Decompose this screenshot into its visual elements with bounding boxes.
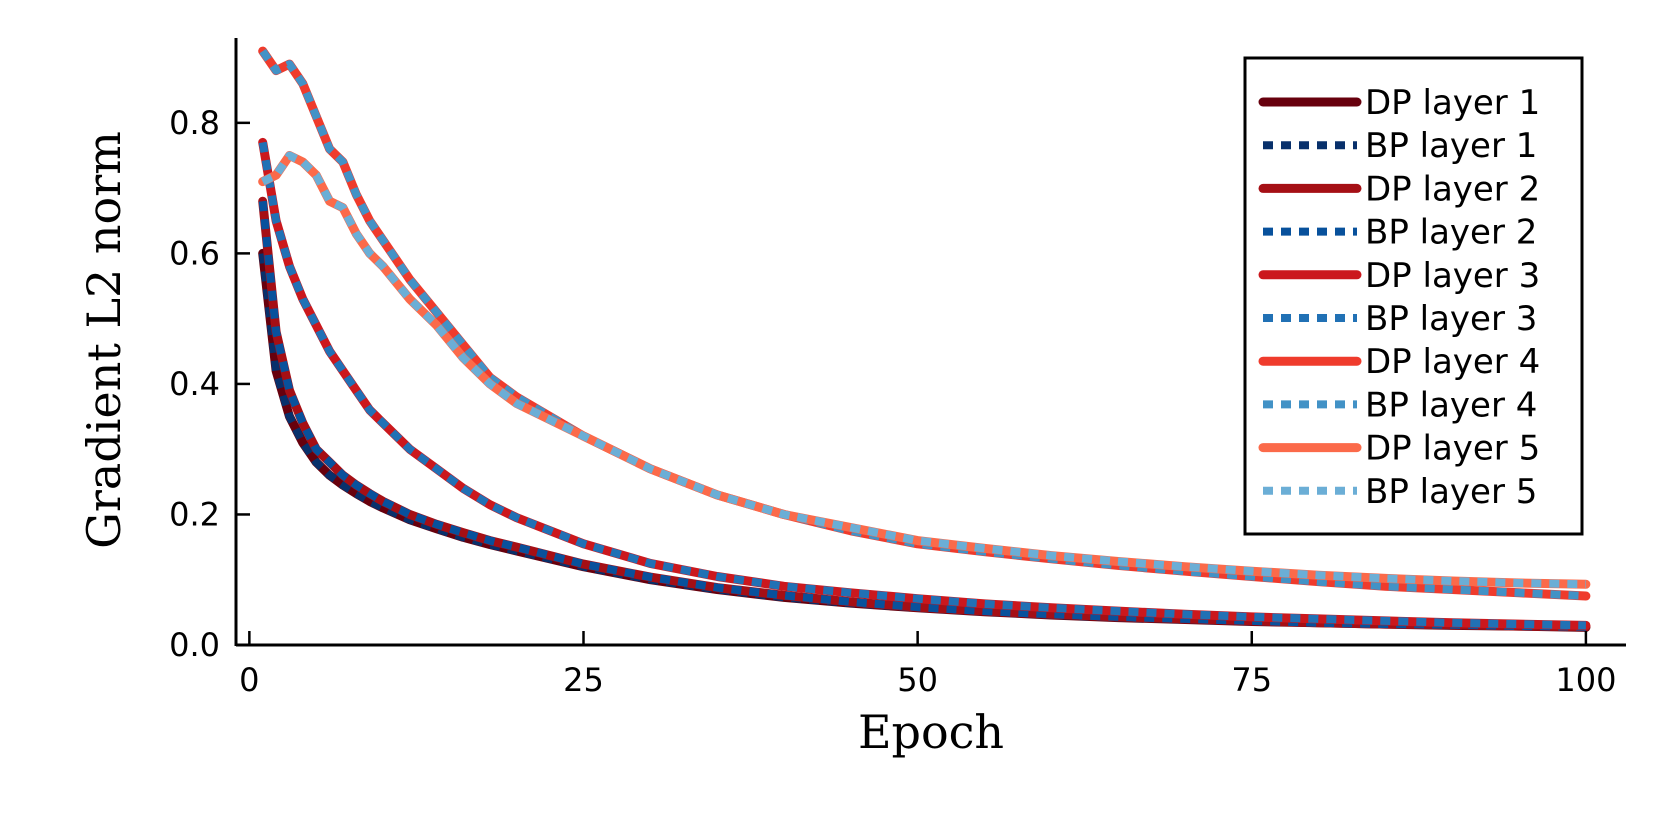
y-tick-label: 0.2	[169, 495, 220, 533]
legend-label: BP layer 3	[1365, 299, 1537, 339]
x-axis-title: Epoch	[858, 705, 1004, 759]
y-tick-label: 0.6	[169, 234, 220, 272]
legend-item-dp-layer-4: DP layer 4	[1258, 342, 1540, 382]
legend-item-bp-layer-4: BP layer 4	[1263, 385, 1537, 425]
x-tick-label: 75	[1231, 661, 1272, 699]
legend-label: DP layer 2	[1365, 169, 1540, 209]
legend-item-bp-layer-5: BP layer 5	[1263, 472, 1537, 512]
x-ticks: 0 25 50 75 100	[239, 631, 1616, 699]
series-line-bp-layer-2	[258, 200, 1586, 631]
legend-item-dp-layer-5: DP layer 5	[1258, 429, 1540, 469]
legend-box	[1243, 56, 1584, 536]
legend-item-bp-layer-1: BP layer 1	[1263, 126, 1537, 166]
legend: DP layer 1BP layer 1DP layer 2BP layer 2…	[1243, 56, 1584, 536]
legend-item-bp-layer-3: BP layer 3	[1263, 299, 1537, 339]
x-tick-label: 0	[239, 661, 259, 699]
y-tick-label: 0.8	[169, 104, 220, 142]
legend-label: DP layer 4	[1365, 342, 1540, 382]
x-tick-label: 25	[563, 661, 604, 699]
series-line-bp-layer-3	[258, 141, 1586, 630]
legend-item-dp-layer-3: DP layer 3	[1258, 256, 1540, 296]
legend-label: BP layer 4	[1365, 385, 1537, 425]
y-ticks: 0.0 0.2 0.4 0.6 0.8	[169, 104, 250, 664]
y-tick-label: 0.0	[169, 626, 220, 664]
series-line-bp-layer-5	[260, 151, 1586, 589]
x-tick-label: 50	[897, 661, 938, 699]
legend-label: BP layer 5	[1365, 472, 1537, 512]
y-tick-label: 0.4	[169, 365, 220, 403]
x-tick-label: 100	[1555, 661, 1616, 699]
legend-label: DP layer 1	[1365, 83, 1540, 123]
y-axis-title: Gradient L2 norm	[77, 131, 131, 549]
legend-label: DP layer 5	[1365, 429, 1540, 469]
plot-lines	[258, 46, 1591, 632]
legend-label: DP layer 3	[1365, 256, 1540, 296]
axes	[234, 38, 1626, 647]
legend-item-dp-layer-2: DP layer 2	[1258, 169, 1540, 209]
legend-item-dp-layer-1: DP layer 1	[1258, 83, 1540, 123]
legend-label: BP layer 1	[1365, 126, 1537, 166]
legend-label: BP layer 2	[1365, 213, 1537, 253]
legend-item-bp-layer-2: BP layer 2	[1263, 213, 1537, 253]
